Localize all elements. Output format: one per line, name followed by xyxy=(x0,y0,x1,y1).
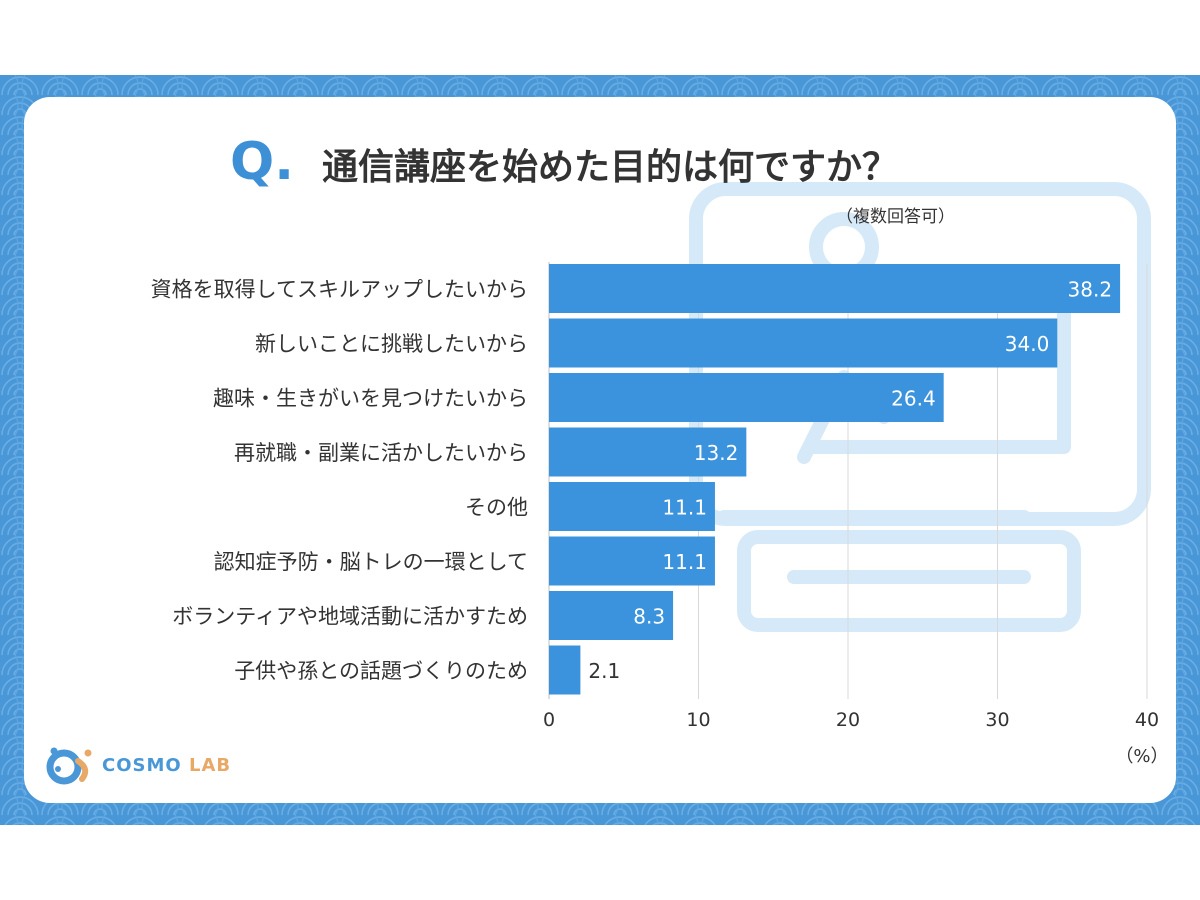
multiple-answers-note: （複数回答可） xyxy=(836,207,955,227)
category-label: 趣味・生きがいを見つけたいから xyxy=(213,387,528,411)
category-label: 資格を取得してスキルアップしたいから xyxy=(151,278,528,302)
brand-logo: COSMO LAB xyxy=(46,745,231,785)
brand-name-primary: COSMO xyxy=(102,754,182,776)
bar xyxy=(549,591,674,640)
question-mark-label: Q. xyxy=(230,132,294,192)
value-label: 2.1 xyxy=(588,659,620,683)
category-label: 子供や孫との話題づくりのため xyxy=(234,659,528,683)
x-tick-label: 30 xyxy=(985,709,1009,731)
chart-card xyxy=(24,97,1176,803)
unit-label: （%） xyxy=(1115,746,1168,767)
value-label: 38.2 xyxy=(1068,278,1113,302)
x-tick-label: 40 xyxy=(1135,709,1159,731)
brand-name: COSMO LAB xyxy=(102,755,231,776)
category-label: 認知症予防・脳トレの一環として xyxy=(214,550,528,574)
category-label: ボランティアや地域活動に活かすため xyxy=(172,605,528,629)
bar xyxy=(549,427,747,477)
brand-name-secondary: LAB xyxy=(188,754,232,776)
question-title: 通信講座を始めた目的は何ですか？ xyxy=(322,147,899,188)
bar xyxy=(549,536,715,586)
bar xyxy=(549,373,944,422)
question-dot: . xyxy=(274,132,294,192)
bar xyxy=(549,645,581,695)
value-label: 8.3 xyxy=(633,605,665,629)
value-label: 26.4 xyxy=(891,387,936,411)
x-tick-label: 20 xyxy=(836,709,860,731)
value-label: 11.1 xyxy=(662,496,707,520)
bar xyxy=(549,318,1058,368)
cosmo-lab-logo-icon xyxy=(46,747,92,785)
bar xyxy=(549,482,715,531)
value-label: 11.1 xyxy=(662,550,707,574)
category-label: 新しいことに挑戦したいから xyxy=(255,332,528,356)
question-letter: Q xyxy=(230,132,275,192)
x-tick-label: 10 xyxy=(686,709,710,731)
category-label: その他 xyxy=(465,496,528,520)
value-label: 13.2 xyxy=(694,441,739,465)
value-label: 34.0 xyxy=(1005,332,1050,356)
category-label: 再就職・副業に活かしたいから xyxy=(234,441,528,465)
bar xyxy=(549,264,1121,313)
x-tick-label: 0 xyxy=(543,709,555,731)
